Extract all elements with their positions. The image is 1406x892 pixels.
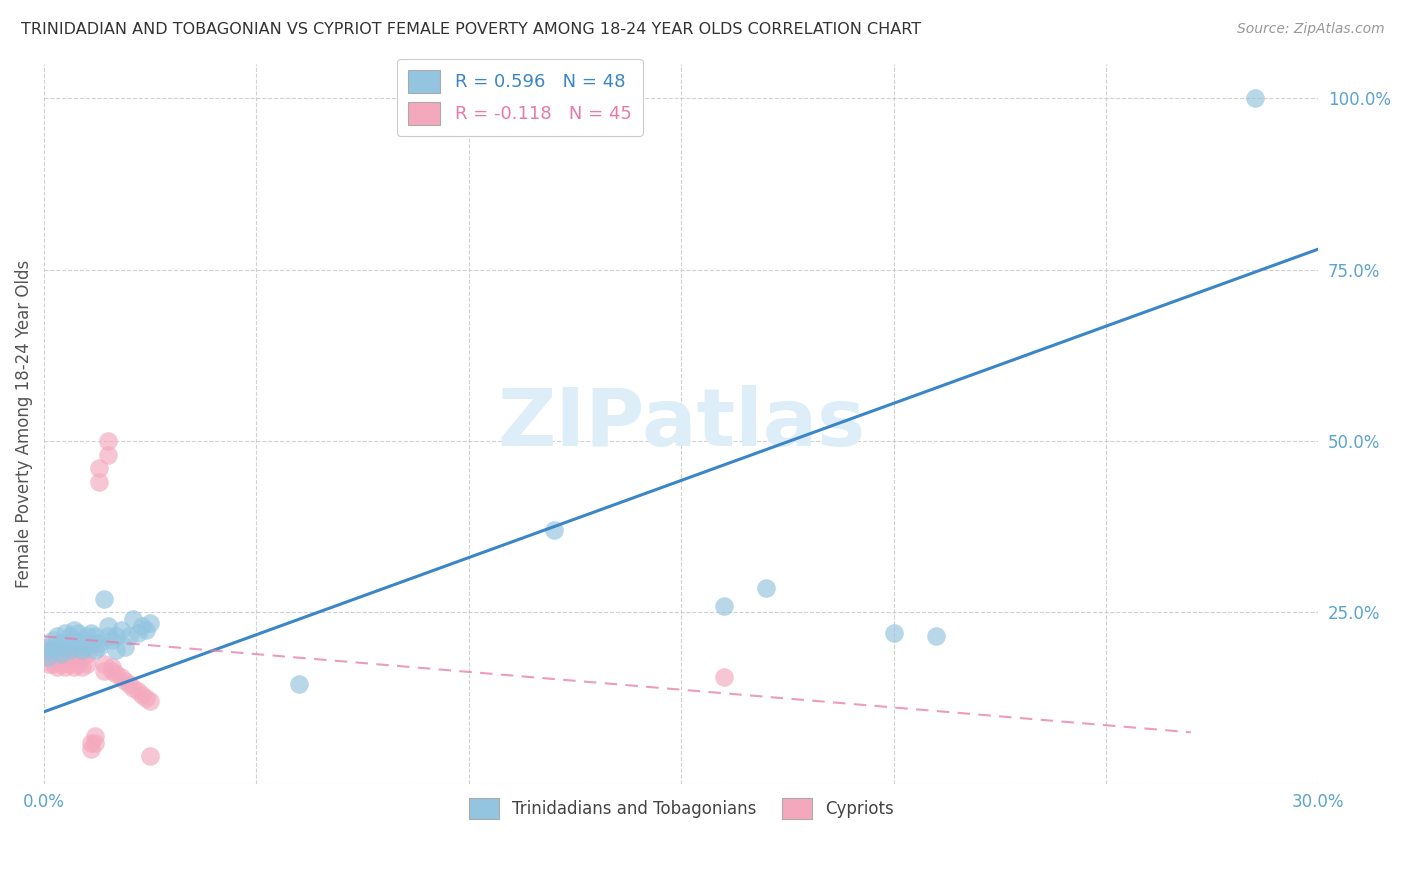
- Point: [58, 643, 80, 657]
- Point: [288, 677, 311, 691]
- Point: [80, 742, 103, 756]
- Point: [1243, 91, 1265, 105]
- Point: [139, 749, 162, 764]
- Point: [67, 657, 90, 671]
- Point: [45, 649, 67, 664]
- Point: [114, 640, 136, 654]
- Point: [41, 640, 63, 654]
- Point: [883, 626, 905, 640]
- Text: TRINIDADIAN AND TOBAGONIAN VS CYPRIOT FEMALE POVERTY AMONG 18-24 YEAR OLDS CORRE: TRINIDADIAN AND TOBAGONIAN VS CYPRIOT FE…: [21, 22, 921, 37]
- Point: [58, 636, 80, 650]
- Point: [713, 671, 735, 685]
- Point: [93, 657, 115, 671]
- Point: [84, 629, 107, 643]
- Point: [63, 632, 86, 647]
- Point: [72, 660, 94, 674]
- Point: [49, 647, 72, 661]
- Point: [76, 657, 98, 671]
- Point: [37, 649, 59, 664]
- Point: [139, 694, 162, 708]
- Point: [122, 681, 145, 695]
- Point: [58, 629, 80, 643]
- Point: [53, 649, 76, 664]
- Point: [80, 736, 103, 750]
- Point: [76, 640, 98, 654]
- Point: [93, 664, 115, 678]
- Point: [63, 649, 86, 664]
- Point: [41, 643, 63, 657]
- Point: [72, 643, 94, 657]
- Point: [543, 523, 565, 537]
- Point: [127, 684, 149, 698]
- Point: [755, 582, 778, 596]
- Point: [925, 629, 948, 643]
- Text: Source: ZipAtlas.com: Source: ZipAtlas.com: [1237, 22, 1385, 37]
- Point: [49, 636, 72, 650]
- Point: [101, 632, 124, 647]
- Point: [58, 657, 80, 671]
- Point: [131, 619, 153, 633]
- Y-axis label: Female Poverty Among 18-24 Year Olds: Female Poverty Among 18-24 Year Olds: [15, 260, 32, 588]
- Point: [72, 636, 94, 650]
- Point: [105, 629, 128, 643]
- Point: [97, 434, 120, 448]
- Point: [713, 599, 735, 613]
- Point: [63, 623, 86, 637]
- Point: [80, 626, 103, 640]
- Point: [41, 657, 63, 671]
- Point: [114, 673, 136, 688]
- Point: [89, 461, 111, 475]
- Point: [58, 647, 80, 661]
- Point: [122, 612, 145, 626]
- Point: [118, 677, 141, 691]
- Point: [89, 475, 111, 490]
- Point: [67, 647, 90, 661]
- Point: [53, 640, 76, 654]
- Point: [118, 629, 141, 643]
- Point: [67, 640, 90, 654]
- Point: [93, 591, 115, 606]
- Point: [135, 623, 157, 637]
- Point: [37, 643, 59, 657]
- Point: [105, 643, 128, 657]
- Point: [41, 632, 63, 647]
- Point: [89, 640, 111, 654]
- Point: [127, 626, 149, 640]
- Point: [63, 660, 86, 674]
- Point: [84, 736, 107, 750]
- Point: [67, 626, 90, 640]
- Point: [80, 636, 103, 650]
- Point: [45, 629, 67, 643]
- Point: [97, 448, 120, 462]
- Point: [139, 615, 162, 630]
- Point: [84, 643, 107, 657]
- Point: [131, 688, 153, 702]
- Point: [135, 691, 157, 706]
- Point: [110, 671, 132, 685]
- Point: [37, 640, 59, 654]
- Point: [45, 660, 67, 674]
- Point: [53, 626, 76, 640]
- Point: [37, 657, 59, 671]
- Point: [41, 653, 63, 667]
- Text: ZIPatlas: ZIPatlas: [498, 384, 865, 463]
- Point: [49, 657, 72, 671]
- Point: [53, 660, 76, 674]
- Point: [97, 629, 120, 643]
- Point: [45, 643, 67, 657]
- Point: [49, 647, 72, 661]
- Point: [76, 647, 98, 661]
- Point: [101, 664, 124, 678]
- Point: [89, 636, 111, 650]
- Point: [84, 729, 107, 743]
- Point: [101, 660, 124, 674]
- Point: [97, 619, 120, 633]
- Point: [76, 629, 98, 643]
- Point: [37, 647, 59, 661]
- Point: [110, 623, 132, 637]
- Legend: Trinidadians and Tobagonians, Cypriots: Trinidadians and Tobagonians, Cypriots: [463, 791, 900, 826]
- Point: [72, 649, 94, 664]
- Point: [105, 667, 128, 681]
